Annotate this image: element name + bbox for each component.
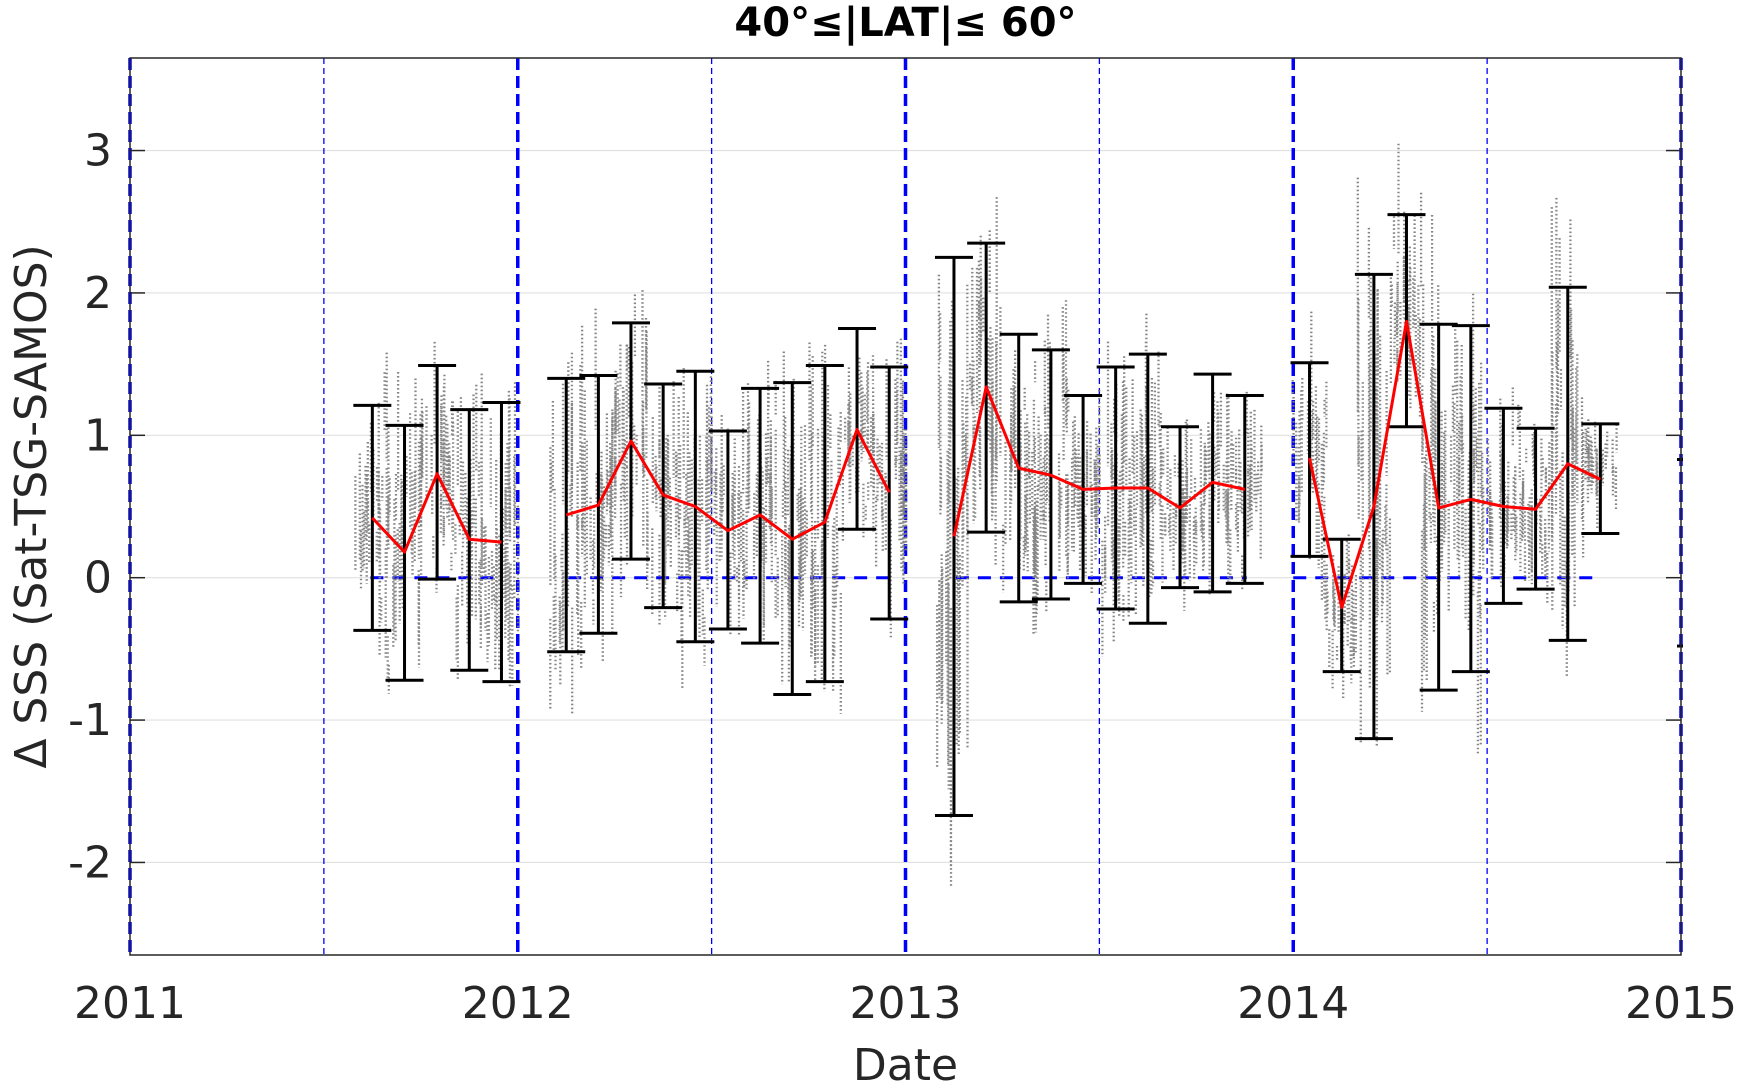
y-tick-label: 1: [84, 410, 112, 461]
tick-labels: -2 -1 0 1 2 3 2011 2012 2013 2014 2015: [68, 126, 1737, 1029]
x-axis-label: Date: [853, 1040, 958, 1087]
plot-frame: [129, 57, 1682, 956]
mean-line: [565, 428, 891, 541]
y-axis-label: Δ SSS (Sat-TSG-SAMOS): [6, 244, 57, 768]
y-tick-label: 3: [84, 126, 112, 177]
y-tick-label: -1: [68, 695, 112, 746]
x-tick-label: 2015: [1625, 978, 1737, 1029]
chart-title: 40°≤|LAT|≤ 60°: [734, 0, 1076, 47]
errorbar: [870, 365, 909, 621]
x-tick-label: 2013: [850, 978, 962, 1029]
mean-line: [952, 385, 1246, 537]
y-tick-label: 2: [84, 268, 112, 319]
mean-lines: [371, 319, 1601, 610]
y-tick-label: 0: [84, 553, 112, 604]
mean-line: [371, 472, 502, 554]
scatter-points: [354, 143, 1618, 887]
x-tick-label: 2012: [462, 978, 574, 1029]
y-tick-label: -2: [68, 837, 112, 888]
x-tick-label: 2011: [74, 978, 186, 1029]
x-tick-label: 2014: [1237, 978, 1349, 1029]
mean-line: [1308, 319, 1601, 610]
scatter-data: [354, 143, 1618, 887]
errorbar: [934, 255, 973, 817]
